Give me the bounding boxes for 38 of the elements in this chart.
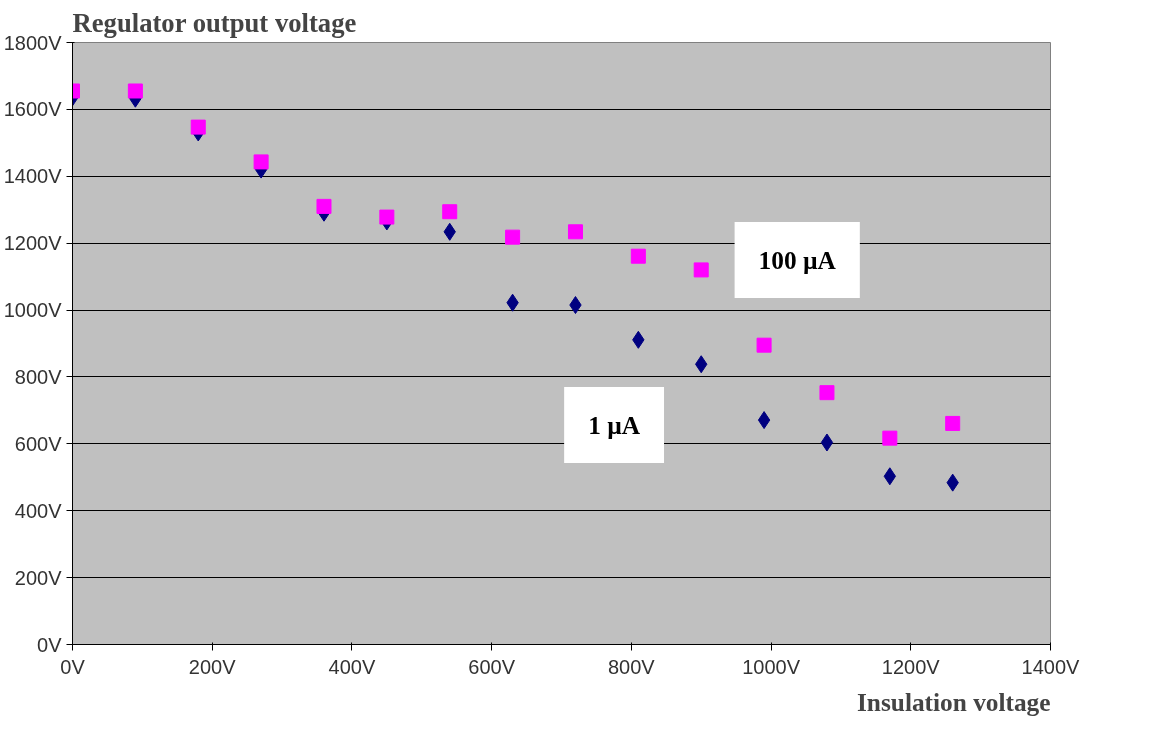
point [190,119,206,135]
point [127,83,143,99]
y-tick-label: 600V [14,432,63,455]
y-tick-label: 1800V [3,31,63,54]
y-tick-label: 400V [14,499,63,522]
x-tick-label: 1000V [742,655,801,678]
y-tick-label: 1600V [3,98,63,121]
point [820,433,834,452]
x-tick-label: 1400V [1021,655,1081,678]
point [567,224,583,240]
y-tick-label: 800V [14,365,63,388]
y-tick-label: 200V [14,566,63,589]
point [945,415,961,431]
point [505,229,521,245]
x-axis-title: Insulation voltage [856,687,1051,716]
x-tick-label: 600V [468,655,516,678]
point [253,154,269,170]
x-tick-label: 0V [60,655,86,678]
point [819,385,835,401]
point [442,204,458,220]
point [882,430,898,446]
point [693,262,709,278]
y-tick-label: 1200V [3,232,63,255]
y-tick-label: 1400V [3,165,63,188]
chart-title: Regulator output voltage [72,7,357,38]
series-label: 100 µA [758,245,837,274]
point [630,248,646,264]
y-tick-label: 0V [37,633,63,656]
point [316,198,332,214]
text: 1 µA [588,411,641,440]
x-tick-label: 800V [608,655,656,678]
x-tick-label: 400V [328,655,376,678]
point [756,337,772,353]
y-tick-label: 1000V [3,299,63,322]
x-tick-label: 200V [188,655,237,678]
point [757,411,771,430]
point [379,209,395,225]
x-tick-label: 1200V [881,655,941,678]
